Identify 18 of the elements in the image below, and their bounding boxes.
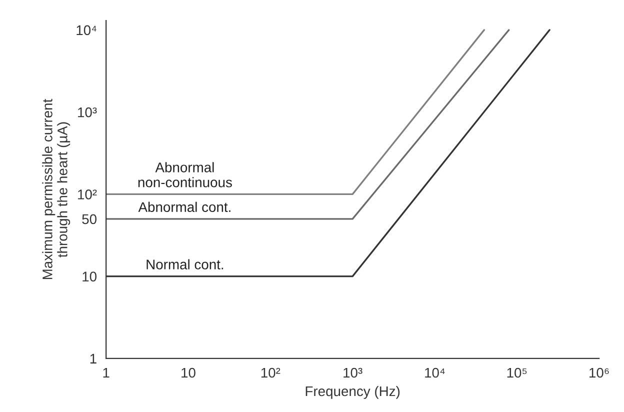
x-tick-label: 10 [182,368,196,378]
series-label: Normal cont. [146,259,224,270]
series-label: Abnormal non-continuous [138,162,232,188]
y-tick-label: 10 [82,272,97,282]
y-axis-title: Maximum permissible current through the heart (µA) [42,98,70,280]
y-tick-label: 50 [82,214,97,224]
y-tick-label: 10² [78,190,97,200]
x-axis-title: Frequency (Hz) [306,386,400,399]
y-tick-label: 10³ [78,107,97,118]
y-tick-label: 1 [90,354,96,364]
x-tick-label: 10² [261,368,280,378]
x-tick-label: 10⁶ [590,368,609,378]
x-tick-label: 10³ [344,368,362,378]
y-tick-label: 10⁴ [76,25,96,36]
x-tick-label: 1 [103,368,110,378]
x-tick-label: 10⁵ [507,368,527,378]
series-label: Abnormal cont. [138,202,230,212]
x-tick-label: 10⁴ [425,368,445,378]
